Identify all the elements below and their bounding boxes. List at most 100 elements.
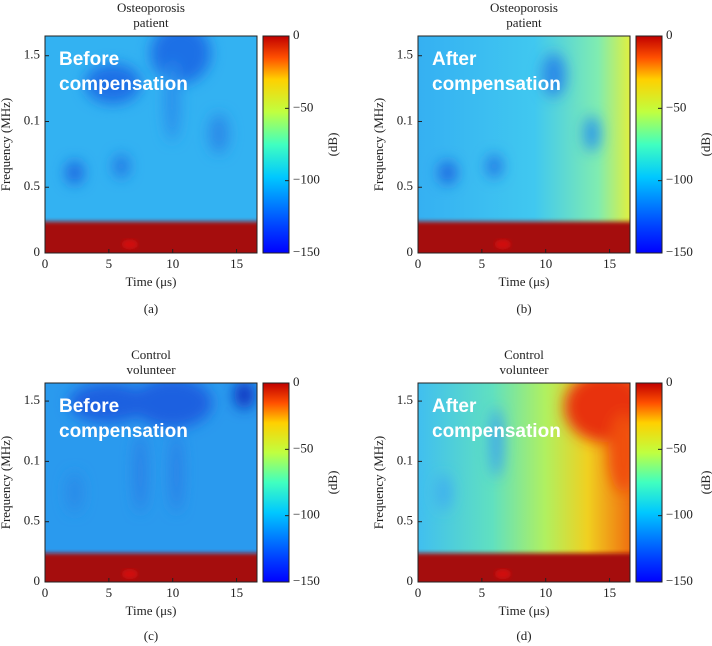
- x-axis-label: Time (μs): [499, 274, 550, 289]
- panel-label: (a): [144, 301, 158, 316]
- y-tick-label: 0.5: [24, 513, 40, 528]
- y-axis-label: Frequency (MHz): [0, 98, 13, 192]
- colorbar-tick-label: 0: [666, 27, 673, 42]
- annotation: Before: [59, 396, 119, 417]
- y-axis-label: Frequency (MHz): [371, 436, 386, 530]
- y-tick-label: 0.5: [397, 513, 413, 528]
- heatmap-blob: [150, 36, 211, 84]
- panel-label: (b): [516, 301, 531, 316]
- plot-frame: [44, 35, 258, 254]
- colorbar-tick-label: −100: [666, 172, 693, 187]
- x-tick-label: 15: [230, 585, 243, 600]
- panel-title: Control: [131, 347, 171, 362]
- plot-frame: [417, 35, 631, 254]
- colorbar: [635, 35, 663, 254]
- colorbar-label: (dB): [325, 471, 340, 495]
- x-tick-label: 15: [603, 585, 616, 600]
- panel-label: (c): [144, 628, 158, 643]
- x-axis-label: Time (μs): [499, 603, 550, 618]
- plot-frame: [417, 382, 631, 583]
- colorbar-label: (dB): [698, 471, 712, 495]
- annotation: compensation: [59, 421, 188, 442]
- x-tick-label: 5: [106, 256, 113, 271]
- panel-title: patient: [506, 15, 542, 30]
- y-tick-label: 0: [407, 573, 414, 588]
- annotation: compensation: [59, 74, 188, 95]
- heatmap-blob: [65, 160, 84, 185]
- y-tick-label: 0: [34, 244, 41, 259]
- panel-title: Control: [504, 347, 544, 362]
- colorbar-tick-label: −50: [293, 440, 313, 455]
- heatmap-blob: [134, 432, 147, 513]
- x-tick-label: 5: [479, 256, 486, 271]
- heatmap-band: [45, 221, 257, 253]
- colorbar: [262, 382, 290, 583]
- x-tick-label: 15: [230, 256, 243, 271]
- y-tick-label: 1.5: [24, 392, 40, 407]
- heatmap-blob: [121, 569, 138, 580]
- colorbar-label: (dB): [325, 133, 340, 157]
- y-tick-label: 0: [407, 244, 414, 259]
- heatmap-blob: [234, 383, 255, 409]
- colorbar-tick-label: −50: [293, 99, 313, 114]
- colorbar-label: (dB): [698, 133, 712, 157]
- x-axis-label: Time (μs): [126, 274, 177, 289]
- y-axis-label: Frequency (MHz): [371, 98, 386, 192]
- colorbar-tick-label: −100: [293, 172, 320, 187]
- colorbar-tick-label: 0: [293, 27, 300, 42]
- panel-title: Osteoporosis: [117, 0, 185, 15]
- heatmap-blob: [121, 239, 138, 250]
- heatmap-band: [45, 553, 257, 582]
- panel-title: Osteoporosis: [490, 0, 558, 15]
- y-tick-label: 1.5: [397, 392, 413, 407]
- x-tick-label: 10: [539, 585, 552, 600]
- heatmap-blob: [435, 474, 452, 511]
- heatmap-blob: [208, 113, 229, 154]
- heatmap-blob: [113, 154, 130, 179]
- panel-label: (d): [516, 628, 531, 643]
- heatmap-blob: [564, 383, 630, 442]
- annotation: After: [432, 49, 477, 70]
- heatmap-blob: [132, 383, 213, 428]
- heatmap-band: [418, 553, 630, 582]
- y-tick-label: 0.5: [24, 178, 40, 193]
- annotation: compensation: [432, 74, 561, 95]
- y-tick-label: 0.5: [397, 178, 413, 193]
- x-tick-label: 5: [479, 585, 486, 600]
- y-axis-label: Frequency (MHz): [0, 436, 13, 530]
- heatmap-blob: [438, 160, 457, 185]
- heatmap: [418, 36, 630, 253]
- colorbar-tick-label: −150: [666, 244, 693, 259]
- annotation: compensation: [432, 421, 561, 442]
- colorbar: [635, 382, 663, 583]
- heatmap-blob: [490, 407, 503, 478]
- heatmap-blob: [541, 53, 566, 98]
- colorbar: [262, 35, 290, 254]
- panel-title: volunteer: [126, 362, 176, 377]
- colorbar-tick-label: −50: [666, 99, 686, 114]
- x-tick-label: 5: [106, 585, 113, 600]
- colorbar-tick-label: −150: [293, 244, 320, 259]
- x-tick-label: 0: [415, 585, 422, 600]
- heatmap: [45, 36, 257, 253]
- x-tick-label: 0: [415, 256, 422, 271]
- x-tick-label: 0: [42, 585, 49, 600]
- y-tick-label: 0.1: [24, 112, 40, 127]
- heatmap-blob: [170, 432, 183, 513]
- colorbar-tick-label: 0: [293, 374, 300, 389]
- colorbar-tick-label: −150: [666, 573, 693, 588]
- heatmap-blob: [486, 154, 503, 179]
- y-tick-label: 0.1: [397, 452, 413, 467]
- colorbar-tick-label: −50: [666, 440, 686, 455]
- heatmap-blob: [583, 115, 600, 152]
- plot-frame: [44, 382, 258, 583]
- heatmap-blob: [494, 239, 511, 250]
- heatmap-blob: [164, 61, 181, 142]
- panel-title: volunteer: [499, 362, 549, 377]
- annotation: After: [432, 396, 477, 417]
